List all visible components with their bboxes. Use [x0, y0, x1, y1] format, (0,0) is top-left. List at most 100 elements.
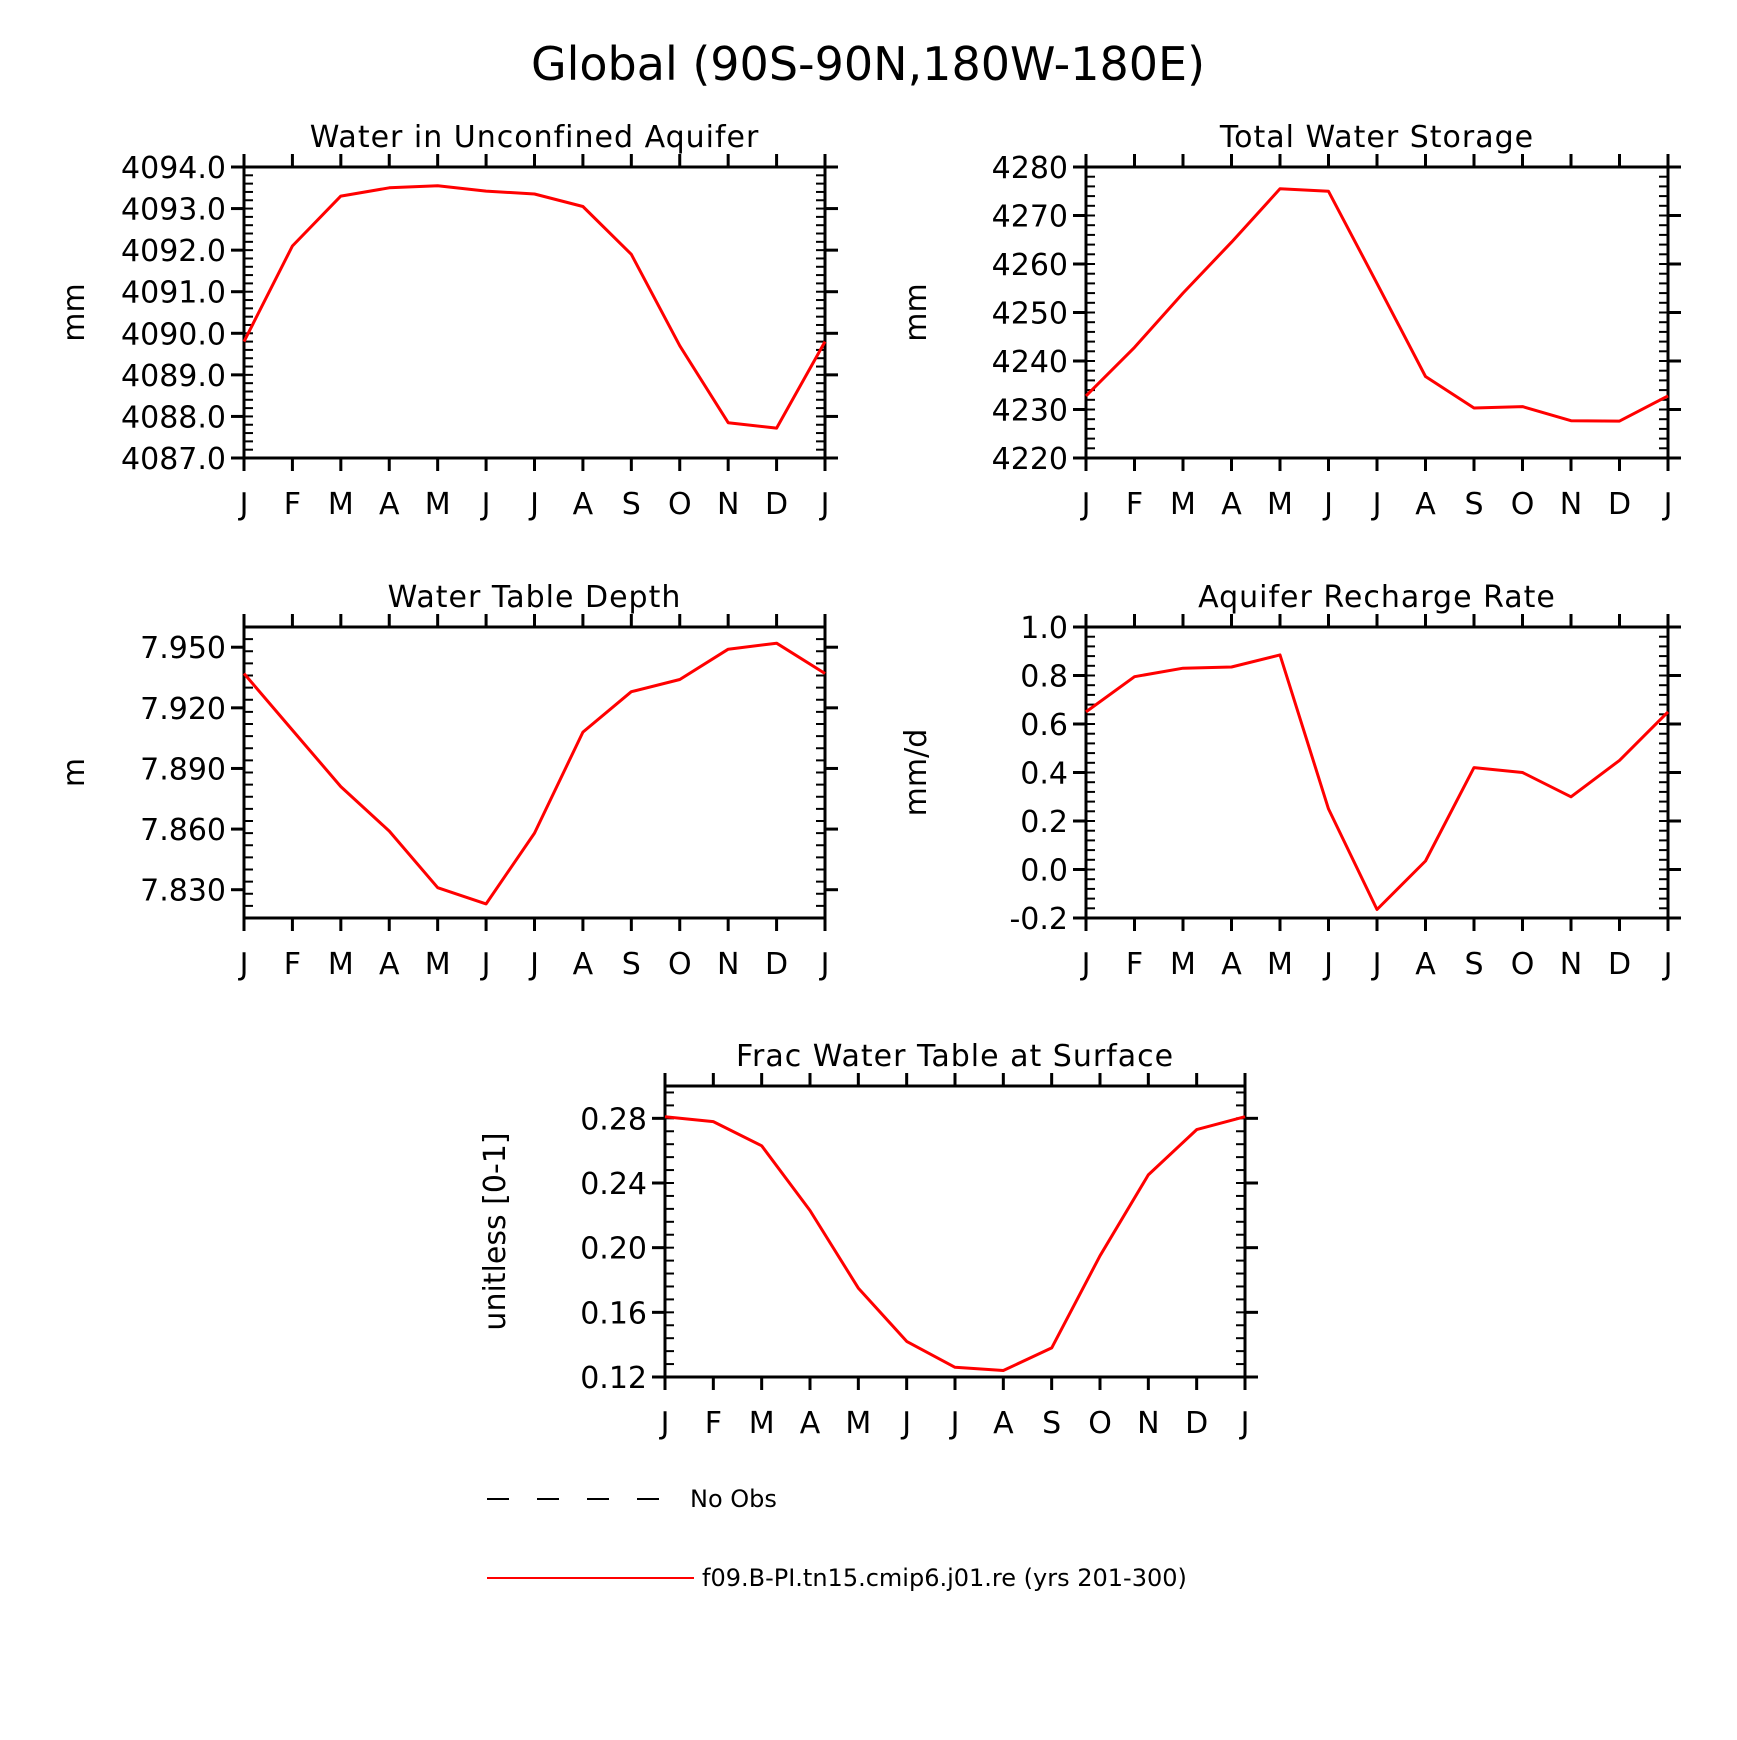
x-tick-label: M: [749, 1406, 775, 1441]
x-tick-label: J: [900, 1406, 911, 1441]
plot-frame: [242, 165, 827, 460]
y-tick-label: 4220: [992, 442, 1068, 477]
y-tick-label: 0.6: [1020, 708, 1068, 743]
x-tick-label: J: [1662, 487, 1673, 522]
x-tick-label: J: [528, 947, 539, 982]
x-tick-label: A: [993, 1406, 1014, 1441]
y-tick-label: 0.16: [580, 1296, 647, 1331]
y-tick-label: 7.890: [140, 752, 226, 787]
x-tick-label: N: [717, 947, 739, 982]
x-tick-label: J: [819, 487, 830, 522]
y-tick-label: 4092.0: [121, 234, 226, 269]
panel-title: Aquifer Recharge Rate: [1198, 580, 1556, 615]
x-tick-label: A: [1221, 487, 1242, 522]
series-line: [1084, 187, 1669, 423]
x-tick-label: A: [1415, 947, 1436, 982]
panel-title: Water in Unconfined Aquifer: [310, 120, 760, 155]
x-tick-label: M: [1170, 947, 1196, 982]
x-tick-label: M: [425, 947, 451, 982]
x-tick-label: F: [284, 947, 301, 982]
y-tick-label: -0.2: [1009, 902, 1068, 937]
y-axis-label: mm: [57, 283, 92, 341]
x-tick-label: F: [284, 487, 301, 522]
x-tick-label: D: [1185, 1406, 1208, 1441]
x-tick-label: A: [573, 947, 594, 982]
x-tick-label: S: [622, 947, 641, 982]
y-tick-label: 4094.0: [121, 151, 226, 186]
x-tick-label: A: [1221, 947, 1242, 982]
x-tick-label: A: [800, 1406, 821, 1441]
y-tick-label: 4091.0: [121, 276, 226, 311]
x-tick-label: J: [238, 487, 249, 522]
x-tick-label: M: [1170, 487, 1196, 522]
x-tick-label: S: [1042, 1406, 1061, 1441]
x-tick-label: M: [328, 487, 354, 522]
plot-frame: [663, 1084, 1247, 1379]
x-tick-label: J: [1662, 947, 1673, 982]
x-tick-label: M: [1267, 947, 1293, 982]
panel-title: Frac Water Table at Surface: [736, 1039, 1174, 1074]
panel-title: Total Water Storage: [1219, 120, 1534, 155]
y-tick-label: 4087.0: [121, 442, 226, 477]
x-tick-label: S: [622, 487, 641, 522]
y-tick-label: 4093.0: [121, 193, 226, 228]
x-tick-label: D: [765, 947, 788, 982]
y-axis-label: mm: [899, 283, 934, 341]
x-tick-label: M: [328, 947, 354, 982]
y-tick-label: 4230: [992, 394, 1068, 429]
plot-frame: [242, 625, 827, 920]
x-tick-label: F: [1126, 487, 1143, 522]
y-tick-label: 7.860: [140, 813, 226, 848]
series-line: [664, 1115, 1246, 1372]
x-tick-label: J: [1371, 487, 1382, 522]
x-tick-label: F: [705, 1406, 722, 1441]
x-tick-label: J: [1080, 487, 1091, 522]
x-tick-label: N: [1137, 1406, 1159, 1441]
x-tick-label: M: [425, 487, 451, 522]
x-tick-label: D: [765, 487, 788, 522]
plot-frame: [1084, 165, 1670, 460]
y-axis-label: mm/d: [899, 729, 934, 817]
x-tick-label: J: [528, 487, 539, 522]
x-tick-label: J: [659, 1406, 670, 1441]
x-tick-label: J: [480, 487, 491, 522]
x-tick-label: S: [1464, 947, 1483, 982]
x-tick-label: J: [819, 947, 830, 982]
y-tick-label: 7.950: [140, 631, 226, 666]
y-tick-label: 4250: [992, 297, 1068, 332]
series-line: [1085, 653, 1670, 911]
y-tick-label: 0.28: [580, 1102, 647, 1137]
y-tick-label: 4270: [992, 200, 1068, 235]
x-tick-label: O: [1088, 1406, 1112, 1441]
x-tick-label: O: [1511, 947, 1535, 982]
y-tick-label: 7.920: [140, 692, 226, 727]
legend-label-no-obs: No Obs: [690, 1485, 777, 1513]
x-tick-label: F: [1126, 947, 1143, 982]
x-tick-label: O: [668, 947, 692, 982]
y-tick-label: 4088.0: [121, 400, 226, 435]
series-line: [242, 184, 827, 430]
x-tick-label: A: [573, 487, 594, 522]
y-tick-label: 4240: [992, 345, 1068, 380]
y-tick-label: 0.8: [1020, 660, 1068, 695]
y-tick-label: 4260: [992, 248, 1068, 283]
y-axis-label: unitless [0-1]: [478, 1132, 513, 1330]
y-tick-label: 0.2: [1020, 805, 1068, 840]
x-tick-label: J: [1322, 947, 1333, 982]
y-tick-label: 7.830: [140, 874, 226, 909]
y-tick-label: 0.12: [580, 1361, 647, 1396]
x-tick-label: N: [717, 487, 739, 522]
y-tick-label: 0.4: [1020, 757, 1068, 792]
y-tick-label: 0.20: [580, 1232, 647, 1267]
figure-title: Global (90S-90N,180W-180E): [531, 37, 1205, 91]
x-tick-label: A: [1415, 487, 1436, 522]
panel-title: Water Table Depth: [388, 580, 682, 615]
y-tick-label: 4089.0: [121, 359, 226, 394]
y-tick-label: 0.24: [580, 1167, 647, 1202]
